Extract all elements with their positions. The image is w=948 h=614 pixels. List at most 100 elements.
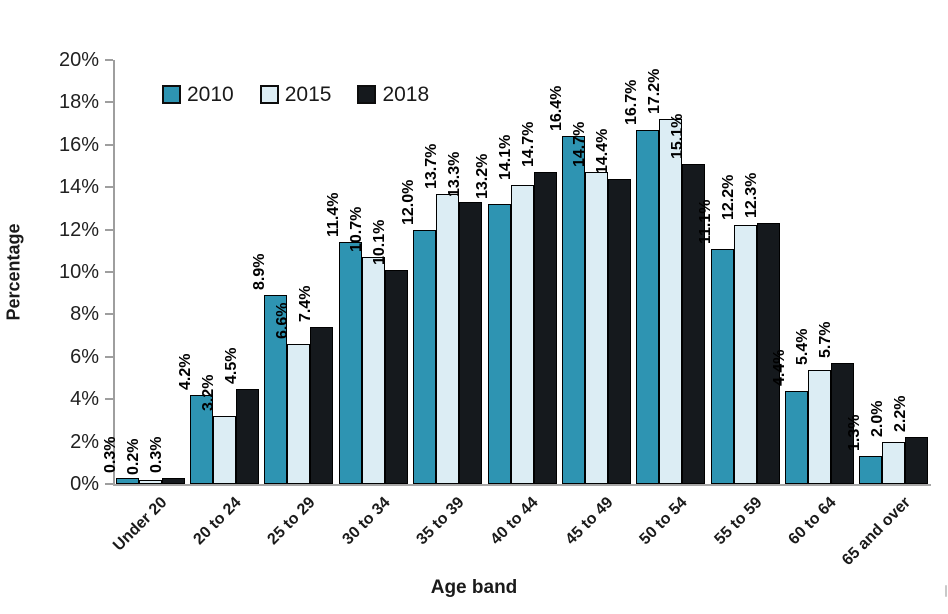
bar-2010-60-to-64 (784, 390, 808, 484)
bar-2015-25-to-29 (287, 344, 311, 484)
y-tick-label: 0% (70, 473, 99, 495)
value-label: 10.7% (348, 206, 366, 253)
value-label: 4.4% (771, 349, 789, 386)
legend-swatch-icon (162, 85, 181, 104)
bar-2010-30-to-34 (338, 242, 362, 484)
value-label: 11.4% (325, 192, 343, 238)
y-tick-label: 4% (70, 388, 99, 411)
legend-label: 2015 (284, 83, 332, 106)
bar-2018-45-to-49 (607, 178, 631, 484)
y-tick (105, 483, 113, 485)
bar-2018-50-to-54 (682, 163, 706, 484)
x-tick-label: Under 20 (109, 494, 171, 555)
y-tick (105, 440, 113, 443)
bar-2010-45-to-49 (561, 136, 585, 484)
y-tick-label: 18% (58, 91, 99, 114)
y-tick-label: 12% (58, 218, 99, 241)
bar-2018-under-20 (161, 477, 185, 484)
y-tick (105, 59, 113, 61)
value-label: 5.7% (817, 321, 835, 359)
bar-2010-65-and-over (859, 456, 883, 484)
legend-label: 2018 (382, 83, 430, 106)
value-label: 12.2% (720, 174, 738, 221)
legend-label: 2010 (187, 83, 234, 106)
y-tick-label: 20% (58, 49, 99, 71)
value-label: 16.4% (548, 85, 566, 132)
bar-2015-45-to-49 (584, 172, 608, 484)
legend-item-2010: 2010 (162, 84, 234, 105)
value-label: 4.2% (176, 353, 194, 390)
y-tick (105, 355, 113, 358)
value-label: 3.2% (199, 374, 217, 412)
bar-2010-50-to-54 (636, 129, 660, 484)
value-label: 14.4% (594, 128, 612, 174)
bar-2010-35-to-39 (413, 229, 437, 484)
bar-2015-under-20 (138, 479, 162, 484)
value-label: 0.3% (148, 436, 166, 473)
bar-2015-50-to-54 (659, 119, 683, 484)
x-tick-label: 65 and over (838, 494, 914, 569)
bar-2015-35-to-39 (436, 193, 460, 484)
y-tick (105, 101, 113, 104)
y-tick-label: 10% (58, 261, 99, 283)
bar-2015-40-to-44 (510, 185, 534, 484)
value-label: 0.3% (102, 436, 120, 473)
y-axis-line (113, 60, 115, 484)
y-tick-label: 14% (58, 176, 99, 199)
legend-item-2015: 2015 (259, 83, 332, 106)
bar-2015-65-and-over (882, 441, 906, 484)
bar-2010-55-to-59 (710, 248, 734, 484)
y-tick-label: 2% (70, 430, 99, 453)
bar-2018-30-to-34 (384, 269, 408, 484)
y-tick (105, 271, 113, 273)
bar-2015-60-to-64 (807, 369, 831, 484)
legend-item-2018: 2018 (357, 84, 429, 105)
y-tick (105, 143, 113, 146)
value-label: 13.7% (422, 143, 440, 189)
x-tick-label: 50 to 54 (636, 494, 691, 549)
bar-2018-55-to-59 (756, 223, 780, 484)
x-tick-label: 45 to 49 (562, 494, 617, 549)
legend: 2010 2015 2018 (162, 84, 429, 105)
value-label: 6.6% (273, 302, 291, 340)
bar-2018-25-to-29 (310, 327, 334, 484)
bar-2018-35-to-39 (459, 202, 483, 484)
value-label: 10.1% (371, 219, 389, 265)
x-tick-label: 40 to 44 (487, 494, 543, 549)
y-tick (105, 228, 113, 231)
bar-2018-40-to-44 (533, 172, 557, 484)
legend-swatch-icon (357, 85, 377, 104)
bar-2015-20-to-24 (213, 416, 237, 484)
x-tick-label: 20 to 24 (190, 494, 245, 549)
value-label: 13.3% (445, 151, 463, 198)
bar-2010-under-20 (115, 477, 139, 484)
y-axis-title: Percentage (3, 223, 24, 321)
x-tick-label: 60 to 64 (785, 494, 840, 549)
value-label: 5.4% (794, 328, 812, 365)
x-tick-label: 55 to 59 (710, 494, 766, 549)
value-label: 14.1% (497, 134, 514, 181)
legend-swatch-icon (259, 85, 279, 104)
value-label: 2.0% (868, 400, 886, 437)
value-label: 2.2% (891, 395, 909, 433)
y-tick (105, 186, 113, 189)
value-label: 8.9% (250, 253, 268, 291)
bar-2010-20-to-24 (190, 394, 214, 484)
value-label: 13.2% (474, 153, 491, 200)
value-label: 7.4% (296, 285, 314, 323)
y-tick-label: 6% (70, 345, 99, 368)
y-tick (105, 313, 113, 316)
value-label: 4.5% (222, 347, 240, 384)
value-label: 14.7% (571, 121, 589, 168)
value-label: 0.2% (125, 438, 143, 475)
x-axis-title: Age band (430, 577, 518, 598)
y-tick-label: 8% (70, 303, 99, 326)
value-label: 14.7% (520, 121, 537, 168)
x-axis-line (113, 484, 931, 486)
bar-2018-60-to-64 (830, 363, 854, 484)
value-label: 12.0% (399, 179, 417, 225)
bar-2010-25-to-29 (264, 295, 288, 484)
value-label: 1.3% (845, 414, 863, 452)
value-label: 15.1% (668, 113, 686, 159)
